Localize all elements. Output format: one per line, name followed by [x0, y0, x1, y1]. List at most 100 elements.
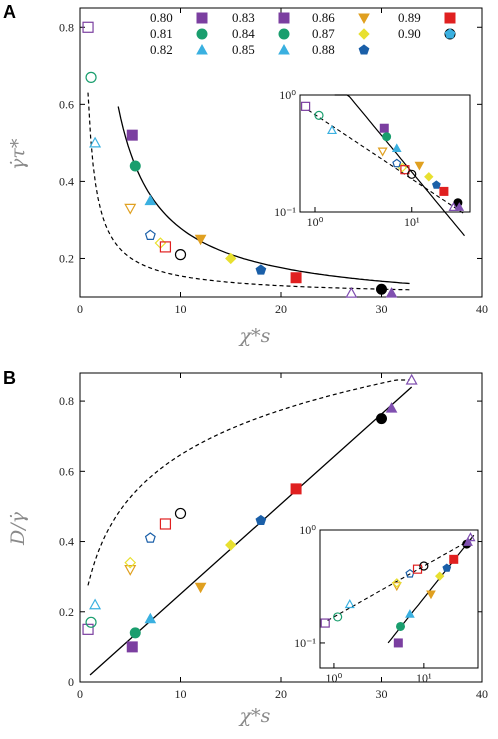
inset-point — [426, 590, 436, 600]
panel-a-points — [82, 21, 398, 298]
inset-point — [424, 172, 434, 182]
inset-point — [327, 124, 338, 135]
panel-a: A 0 10 20 30 400.20.40.60.8 γ̇τ* χ*s 0.800.8… — [3, 2, 488, 347]
inset-point — [320, 618, 330, 628]
inset-point — [432, 180, 441, 189]
legend-marker — [196, 28, 208, 40]
legend-label: 0.85 — [232, 42, 255, 57]
inset-point — [379, 123, 389, 133]
data-point — [385, 287, 398, 298]
data-point — [85, 71, 97, 83]
data-point — [82, 623, 94, 635]
data-point — [159, 241, 172, 253]
x-tick-label: 40 — [476, 302, 488, 316]
data-point — [194, 582, 207, 594]
data-point — [345, 286, 358, 298]
inset-point — [449, 554, 459, 564]
y-tick-label: 0 — [68, 675, 74, 689]
inset-point — [392, 158, 402, 168]
data-point — [126, 129, 138, 141]
inset-point — [301, 101, 311, 111]
inset-y-tick-label: 10⁻¹ — [294, 636, 316, 650]
legend-marker — [278, 12, 290, 24]
inset-y-tick-label: 10⁰ — [279, 88, 296, 102]
inset-point — [396, 621, 406, 631]
inset-point — [405, 609, 415, 618]
panel-b-points — [82, 373, 418, 653]
x-tick-label: 20 — [275, 687, 287, 701]
fit-line-solid — [89, 386, 413, 676]
inset-point — [442, 563, 452, 572]
legend-marker — [444, 28, 456, 39]
inset-point — [434, 571, 445, 581]
inset-curve-solid — [334, 94, 465, 237]
data-point — [124, 203, 137, 215]
legend-label: 0.84 — [232, 26, 255, 41]
data-point — [174, 507, 187, 520]
data-point — [144, 229, 156, 240]
legend-label: 0.81 — [150, 26, 173, 41]
data-point — [129, 160, 141, 172]
inset-x-tick-label: 10⁰ — [307, 215, 324, 229]
panel-b: B 0 10 20 30 40 0 0.2 0.4 0.6 0.8 D/γ̇ χ*s 10⁰ 10¹… — [3, 368, 488, 727]
legend-marker — [196, 12, 208, 24]
data-point — [225, 252, 237, 265]
inset-point — [377, 147, 388, 157]
x-tick-label: 10 — [175, 687, 187, 701]
data-point — [290, 272, 302, 284]
legend-marker — [358, 13, 370, 25]
panel-a-xlabel: χ*s — [238, 325, 271, 347]
x-tick-label: 20 — [275, 302, 287, 316]
fit-curve-dashed — [87, 379, 410, 586]
legend-label: 0.83 — [232, 10, 255, 25]
legend-marker — [278, 28, 290, 40]
data-point — [89, 598, 102, 610]
panel-a-inset: 10⁰ 10¹ 10⁻¹ 10⁰ — [274, 88, 471, 237]
inset-x-tick-label: 10¹ — [416, 671, 432, 685]
inset-y-tick-label: 10⁰ — [299, 523, 316, 537]
data-point — [124, 556, 137, 569]
legend-label: 0.87 — [312, 26, 335, 41]
inset-point — [407, 169, 417, 179]
inset-point — [393, 638, 403, 648]
inset-x-tick-label: 10⁰ — [326, 671, 343, 685]
x-tick-label: 0 — [77, 687, 83, 701]
legend-label: 0.89 — [398, 10, 421, 25]
data-point — [405, 373, 418, 385]
y-tick-label: 0.6 — [59, 97, 74, 111]
inset-y-tick-label: 10⁻¹ — [274, 205, 296, 219]
legend-label: 0.90 — [398, 26, 421, 41]
x-tick-label: 40 — [476, 687, 488, 701]
inset-point — [314, 110, 324, 120]
data-point — [126, 641, 138, 653]
data-point — [85, 616, 97, 628]
legend-label: 0.88 — [312, 42, 335, 57]
inset-point — [391, 143, 402, 153]
inset-curve-dashed — [307, 109, 466, 215]
inset-point — [463, 537, 473, 546]
inset-point — [465, 532, 476, 542]
legend-marker — [196, 43, 208, 55]
panel-b-letter: B — [3, 368, 16, 388]
panel-a-letter: A — [3, 2, 16, 22]
data-point — [159, 518, 172, 530]
inset-point — [391, 582, 402, 592]
y-tick-label: 0.4 — [59, 174, 74, 188]
data-point — [89, 136, 102, 148]
y-tick-label: 0.8 — [59, 20, 74, 34]
panel-a-ylabel: γ̇τ* — [7, 138, 29, 170]
data-point — [144, 532, 156, 543]
inset-point — [400, 165, 410, 175]
data-point — [255, 514, 267, 525]
y-tick-label: 0.2 — [59, 251, 74, 265]
inset-point — [419, 561, 429, 571]
panel-b-ticks: 0 10 20 30 40 0 0.2 0.4 0.6 0.8 — [59, 373, 488, 701]
data-point — [129, 627, 141, 639]
legend-marker — [358, 28, 370, 40]
x-tick-label: 10 — [175, 302, 187, 316]
y-tick-label: 0.6 — [59, 464, 74, 478]
panel-b-inset: 10⁰ 10¹ 10⁻¹ 10⁰ — [294, 523, 479, 685]
panel-b-xlabel: χ*s — [238, 705, 271, 727]
inset-point — [333, 612, 343, 622]
